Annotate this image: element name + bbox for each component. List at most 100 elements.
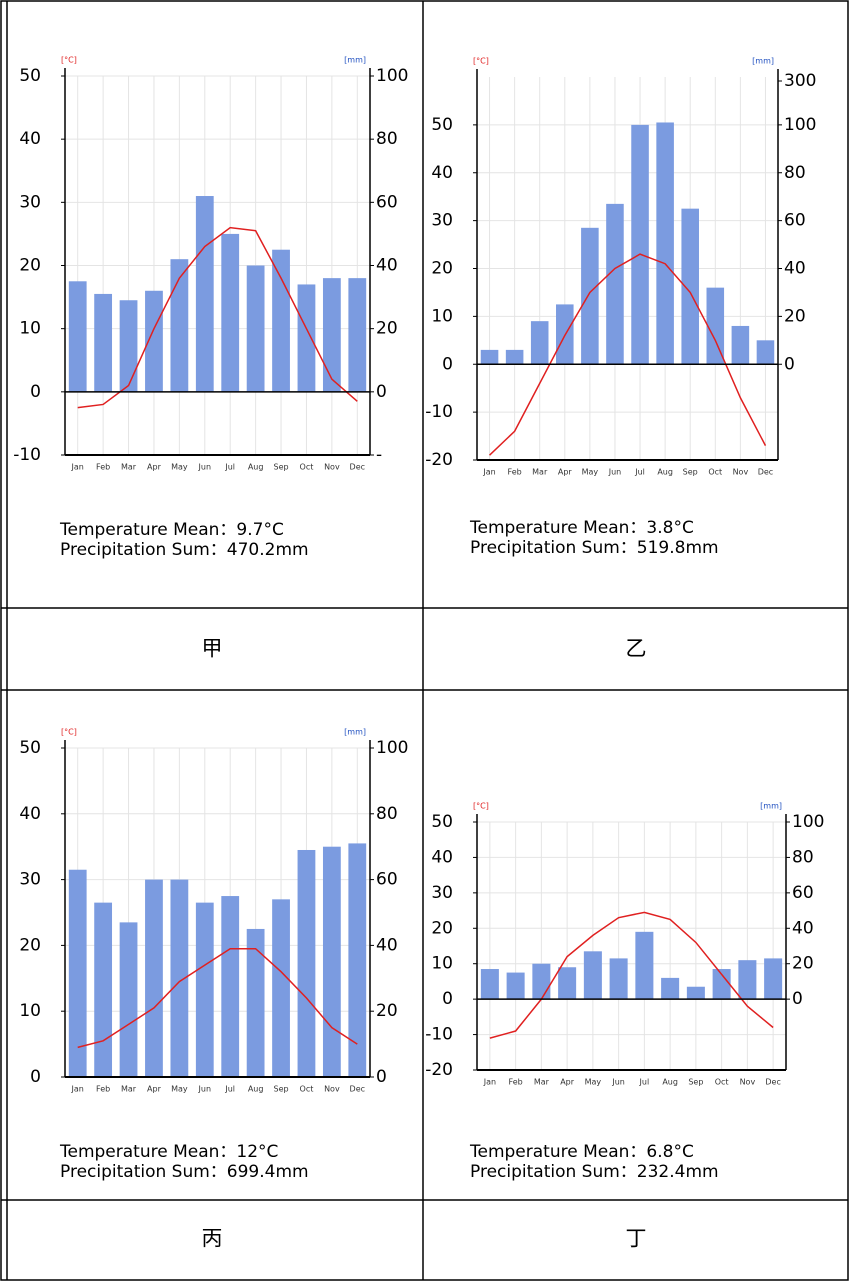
bar	[686, 986, 705, 1000]
y-tick-label: 10	[431, 954, 453, 974]
y-tick-label: 40	[19, 129, 41, 149]
y-tick-label: 0	[442, 354, 453, 374]
bar	[221, 896, 240, 1077]
y2-tick-label: 60	[784, 211, 806, 231]
x-tick-label: Aug	[662, 1078, 678, 1087]
y-tick-label: 20	[19, 256, 41, 276]
x-tick-label: Nov	[733, 468, 749, 477]
x-tick-label: Mar	[532, 468, 548, 477]
y-tick-label: 30	[19, 870, 41, 890]
summary-text: Temperature Mean：6.8°C	[469, 1142, 694, 1162]
x-tick-label: Mar	[121, 463, 137, 472]
x-tick-label: Jul	[224, 463, 235, 472]
y-tick-label: 30	[19, 192, 41, 212]
bar	[246, 265, 265, 392]
y-tick-label: 40	[431, 847, 453, 867]
x-tick-label: Jul	[224, 1085, 235, 1094]
x-tick-label: Dec	[350, 1085, 365, 1094]
bar	[764, 958, 783, 1000]
bar	[221, 233, 240, 392]
y2-top-label: 300	[784, 71, 816, 91]
summary-text: Temperature Mean：12°C	[59, 1142, 278, 1162]
y-unit: [°C]	[473, 802, 489, 811]
x-tick-label: Oct	[708, 468, 722, 477]
x-tick-label: Apr	[558, 468, 573, 477]
y2-unit: [mm]	[344, 728, 366, 737]
bar	[348, 843, 367, 1077]
y-tick-label: -20	[425, 1060, 453, 1080]
x-tick-label: Aug	[248, 463, 264, 472]
caption: 丙	[202, 1227, 223, 1251]
bar	[145, 290, 163, 392]
x-tick-label: Nov	[740, 1078, 756, 1087]
bar	[756, 340, 775, 365]
bar	[145, 879, 163, 1077]
y2-tick-label: 100	[792, 812, 824, 832]
y-tick-label: -10	[13, 445, 41, 465]
bar	[68, 281, 87, 392]
bar	[322, 278, 341, 392]
y2-unit: [mm]	[752, 57, 774, 66]
bar	[609, 958, 628, 1000]
x-tick-label: Feb	[96, 463, 110, 472]
y-unit: [°C]	[61, 728, 77, 737]
x-tick-label: Nov	[324, 463, 340, 472]
bar	[656, 122, 674, 365]
y2-tick-label: 20	[376, 1001, 398, 1021]
x-tick-label: Dec	[350, 463, 365, 472]
x-tick-label: Jun	[611, 1078, 625, 1087]
x-tick-label: Apr	[147, 463, 162, 472]
y2-tick-label: 100	[376, 738, 408, 758]
bar	[119, 922, 138, 1077]
bar	[170, 879, 189, 1077]
y-tick-label: 50	[19, 738, 41, 758]
y2-tick-label: 0	[376, 1067, 387, 1087]
y2-tick-label: 80	[792, 847, 814, 867]
bar	[297, 284, 316, 392]
x-tick-label: Sep	[274, 1085, 289, 1094]
y2-tick-label: 0	[792, 989, 803, 1009]
bar	[731, 325, 750, 365]
caption: 甲	[202, 637, 223, 661]
caption: 丁	[626, 1227, 647, 1251]
x-tick-label: Jan	[71, 463, 84, 472]
y2-tick-label: 80	[376, 129, 398, 149]
y2-tick-label: 100	[376, 66, 408, 86]
summary-text: Precipitation Sum：232.4mm	[470, 1162, 719, 1182]
y2-tick-label: 40	[784, 259, 806, 279]
summary-text: Temperature Mean：3.8°C	[469, 518, 694, 538]
y-tick-label: -10	[425, 1025, 453, 1045]
bar	[246, 928, 265, 1077]
x-tick-label: Dec	[765, 1078, 780, 1087]
y-tick-label: 40	[431, 163, 453, 183]
y-unit: [°C]	[61, 56, 77, 65]
y-tick-label: 10	[19, 1001, 41, 1021]
temperature-line	[489, 911, 774, 1039]
bar	[297, 849, 316, 1077]
y2-tick-label: 0	[376, 382, 387, 402]
y-tick-label: 20	[19, 935, 41, 955]
x-tick-label: Jul	[639, 1078, 650, 1087]
y2-tick-label: 100	[784, 115, 816, 135]
bar	[505, 349, 524, 365]
x-tick-label: May	[171, 1085, 188, 1094]
summary-text: Precipitation Sum：519.8mm	[470, 538, 719, 558]
bar	[68, 869, 87, 1077]
summary-text: Precipitation Sum：470.2mm	[60, 540, 309, 560]
x-tick-label: Aug	[657, 468, 673, 477]
bar	[558, 967, 577, 1000]
y-tick-label: 20	[431, 918, 453, 938]
x-tick-label: Nov	[324, 1085, 340, 1094]
y-tick-label: 0	[442, 989, 453, 1009]
bar	[635, 931, 654, 1000]
x-tick-label: Apr	[147, 1085, 162, 1094]
y-tick-label: 0	[30, 1067, 41, 1087]
x-tick-label: Sep	[688, 1078, 703, 1087]
bar	[119, 300, 138, 392]
x-tick-label: Jul	[634, 468, 645, 477]
bar	[530, 321, 549, 365]
y-tick-label: 50	[431, 115, 453, 135]
y2-unit: [mm]	[344, 56, 366, 65]
